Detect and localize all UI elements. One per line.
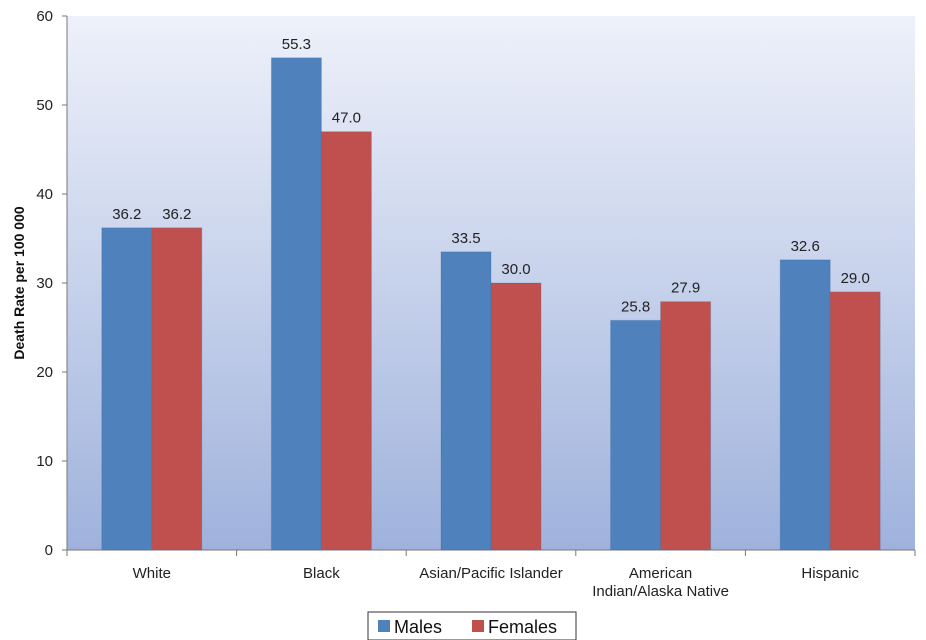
bar-females bbox=[151, 227, 203, 551]
y-tick-label: 40 bbox=[36, 186, 53, 203]
data-label-females: 27.9 bbox=[671, 280, 700, 297]
y-tick-label: 20 bbox=[36, 364, 53, 381]
data-label-males: 33.5 bbox=[451, 230, 480, 247]
bar-females bbox=[660, 301, 712, 551]
category-label: Asian/Pacific Islander bbox=[419, 565, 562, 582]
category-label: White bbox=[133, 565, 171, 582]
category-label: Hispanic bbox=[801, 565, 859, 582]
y-axis-title: Death Rate per 100 000 bbox=[11, 206, 27, 360]
data-label-females: 47.0 bbox=[332, 110, 361, 127]
legend: Males Females bbox=[367, 611, 577, 640]
y-tick-label: 60 bbox=[36, 8, 53, 25]
category-label: Black bbox=[303, 565, 340, 582]
data-label-males: 25.8 bbox=[621, 298, 650, 315]
legend-swatch-males bbox=[378, 620, 390, 632]
legend-swatch-females bbox=[472, 620, 484, 632]
legend-label-males: Males bbox=[394, 617, 442, 637]
data-label-females: 36.2 bbox=[162, 206, 191, 223]
data-label-females: 29.0 bbox=[841, 270, 870, 287]
data-label-males: 36.2 bbox=[112, 206, 141, 223]
bar-males bbox=[270, 57, 322, 551]
legend-label-females: Females bbox=[488, 617, 557, 637]
data-label-females: 30.0 bbox=[501, 261, 530, 278]
bar-males bbox=[101, 227, 153, 551]
y-tick-label: 10 bbox=[36, 453, 53, 470]
bar-females bbox=[490, 282, 542, 551]
y-tick-label: 50 bbox=[36, 97, 53, 114]
bar-males bbox=[779, 259, 831, 551]
bar-females bbox=[320, 131, 372, 551]
bar-males bbox=[610, 319, 662, 551]
bar-males bbox=[440, 251, 492, 551]
y-tick-label: 30 bbox=[36, 275, 53, 292]
y-tick-label: 0 bbox=[45, 542, 53, 559]
data-label-males: 32.6 bbox=[791, 238, 820, 255]
data-label-males: 55.3 bbox=[282, 36, 311, 53]
category-label: American Indian/Alaska Native bbox=[592, 565, 729, 600]
bar-females bbox=[829, 291, 881, 551]
